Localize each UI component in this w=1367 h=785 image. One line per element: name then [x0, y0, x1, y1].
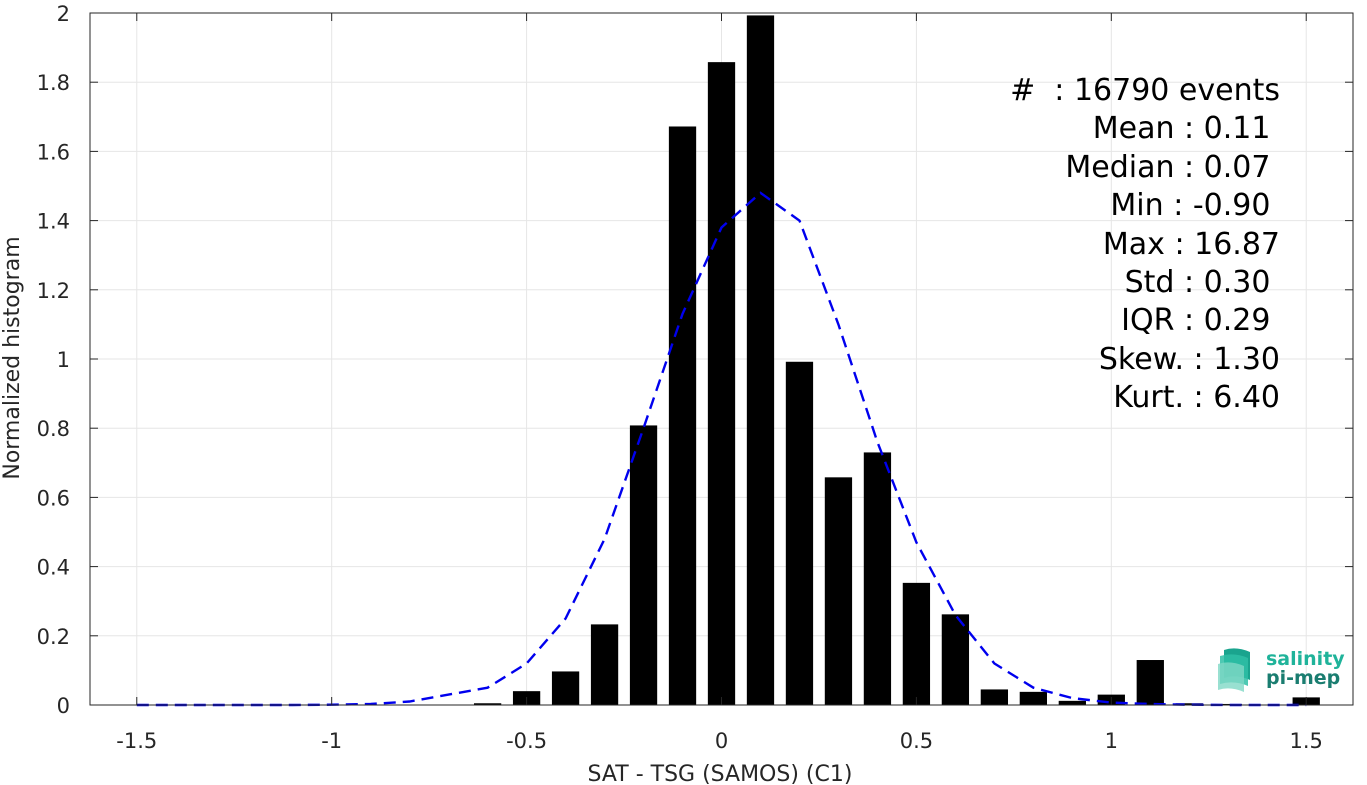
y-axis-label: Normalized histogram [0, 236, 25, 479]
y-tick-label: 1.6 [37, 140, 70, 164]
y-tick-label: 0.4 [37, 556, 70, 580]
y-tick-label: 1.8 [37, 71, 70, 95]
stats-box: # : 16790 events Mean : 0.11 Median : 0.… [960, 72, 1280, 418]
stat-max: Max : 16.87 [1102, 226, 1280, 262]
wave-logo-icon [1218, 648, 1250, 692]
x-axis-ticks: -1.5 -1 -0.5 0 0.5 1 1.5 [116, 13, 1323, 753]
stat-events: # : 16790 events [1010, 73, 1280, 108]
histogram-bar [980, 689, 1009, 705]
histogram-bar [746, 15, 775, 706]
salinity-pi-mep-logo: salinity pi-mep [1216, 646, 1346, 694]
histogram-bar [863, 452, 892, 705]
x-tick-label: 1.5 [1290, 729, 1323, 753]
x-tick-label: -1.5 [116, 729, 157, 753]
histogram-bar [1058, 700, 1086, 705]
y-tick-label: 2 [57, 2, 70, 26]
histogram-bar [629, 425, 658, 705]
logo-text-pi-mep: pi-mep [1266, 667, 1341, 689]
y-tick-label: 1.2 [37, 279, 70, 303]
histogram-bar [707, 62, 736, 705]
stat-min: Min : -0.90 [1110, 188, 1280, 224]
y-tick-label: 1 [57, 348, 70, 372]
histogram-bar [590, 624, 619, 705]
y-tick-label: 0.2 [37, 625, 70, 649]
x-axis-label: SAT - TSG (SAMOS) (C1) [588, 762, 853, 785]
logo-text-salinity: salinity [1266, 648, 1345, 670]
x-tick-label: -1 [321, 729, 342, 753]
stat-median: Median : 0.07 [1065, 149, 1280, 185]
y-tick-label: 0 [57, 694, 70, 718]
y-tick-label: 0.8 [37, 417, 70, 441]
stat-iqr: IQR : 0.29 [1121, 303, 1280, 339]
y-tick-label: 1.4 [37, 210, 70, 234]
histogram-bar [1175, 703, 1203, 705]
histogram-bar [824, 477, 853, 705]
x-tick-label: 1 [1105, 729, 1118, 753]
histogram-bar [551, 671, 580, 705]
histogram-bar [902, 582, 931, 705]
histogram-bar [1019, 691, 1047, 705]
stat-mean: Mean : 0.11 [1092, 111, 1280, 147]
stat-kurt: Kurt. : 6.40 [1113, 380, 1280, 416]
x-tick-label: 0 [715, 729, 728, 753]
x-tick-label: 0.5 [900, 729, 933, 753]
histogram-bar [941, 614, 970, 705]
stat-skew: Skew. : 1.30 [1098, 341, 1280, 377]
histogram-bar [668, 126, 697, 706]
histogram-bars [473, 15, 1320, 706]
x-tick-label: -0.5 [506, 729, 547, 753]
y-axis-ticks: 0 0.2 0.4 0.6 0.8 1 1.2 1.4 1.6 1.8 2 [37, 2, 1353, 718]
histogram-bar [473, 703, 502, 705]
stat-std: Std : 0.30 [1124, 264, 1280, 300]
y-tick-label: 0.6 [37, 486, 70, 510]
histogram-bar [785, 361, 814, 705]
histogram-bar [1214, 703, 1242, 705]
histogram-bar [1136, 660, 1164, 705]
